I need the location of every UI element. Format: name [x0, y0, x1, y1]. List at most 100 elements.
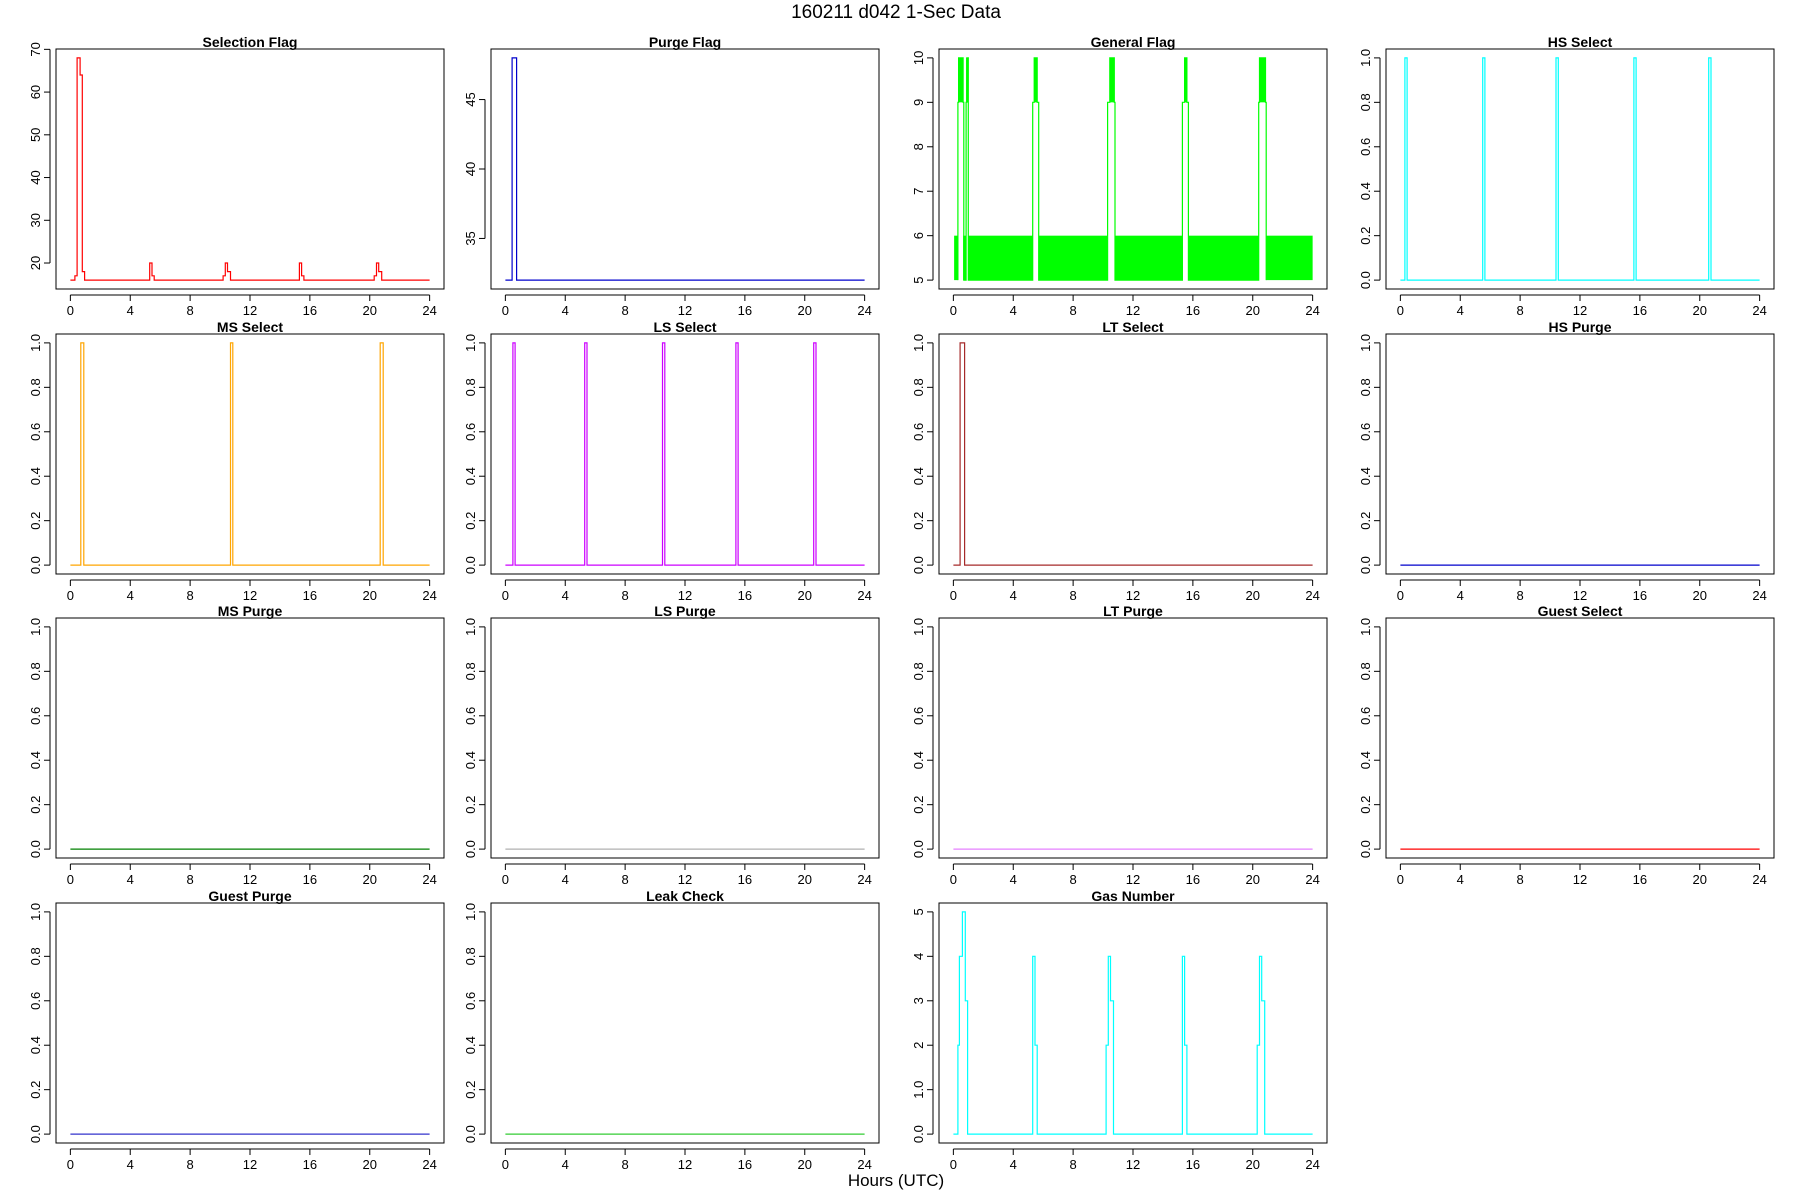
plot-frame: [1385, 48, 1775, 290]
x-tick-label: 12: [1573, 872, 1587, 887]
x-tick-label: 12: [243, 303, 257, 318]
y-tick-label: 0.4: [28, 1036, 43, 1054]
y-tick-label: 1.0: [28, 334, 43, 352]
x-tick-label: 16: [1186, 588, 1200, 603]
y-tick-label: 0.0: [28, 840, 43, 858]
y-tick-label: 0.6: [911, 707, 926, 725]
figure-x-axis-label: Hours (UTC): [848, 1171, 944, 1190]
y-tick-label: 0.4: [1358, 467, 1373, 485]
series-line: [70, 342, 430, 566]
x-tick-label: 0: [950, 588, 957, 603]
plot-frame: [55, 617, 445, 859]
plot-frame: [938, 333, 1328, 575]
x-tick-label: 8: [622, 872, 629, 887]
panel-hs-select: HS Select 0 4 8 12 16 20 24 0.0 0.2 0.4 0.6 0.8 1.0: [1358, 34, 1775, 318]
panel-title: MS Purge: [218, 603, 283, 619]
x-tick-label: 8: [187, 303, 194, 318]
x-tick-label: 4: [127, 1157, 134, 1172]
panel-title: MS Select: [217, 319, 283, 335]
data-band: [1034, 57, 1038, 103]
panel-guest-purge: Guest Purge 0 4 8 12 16 20 24 0.0 0.2 0.4 0.6 0.8 1.0: [28, 888, 445, 1172]
x-tick-label: 4: [1010, 1157, 1017, 1172]
y-tick-label: 1.0: [911, 1081, 926, 1099]
y-tick-label: 2: [911, 1042, 926, 1049]
x-tick-label: 12: [678, 588, 692, 603]
x-tick-label: 0: [67, 588, 74, 603]
series-line: [953, 342, 1313, 566]
y-tick-label: 0.6: [28, 707, 43, 725]
x-tick-label: 8: [1517, 588, 1524, 603]
x-tick-label: 16: [1186, 872, 1200, 887]
y-tick-label: 45: [463, 92, 478, 106]
panel-title: HS Select: [1548, 34, 1613, 50]
x-tick-label: 8: [187, 588, 194, 603]
x-tick-label: 4: [1010, 588, 1017, 603]
plot-frame: [490, 617, 880, 859]
panel-title: Leak Check: [646, 888, 724, 904]
x-tick-label: 24: [422, 872, 436, 887]
y-tick-label: 0.0: [28, 1125, 43, 1143]
panel-ls-select: LS Select 0 4 8 12 16 20 24 0.0 0.2 0.4 0.6 0.8 1.0: [463, 319, 880, 603]
plot-frame: [938, 902, 1328, 1144]
panel-title: HS Purge: [1548, 319, 1611, 335]
x-tick-label: 12: [1573, 588, 1587, 603]
x-tick-label: 16: [303, 1157, 317, 1172]
x-tick-label: 4: [1457, 872, 1464, 887]
x-tick-label: 20: [1246, 303, 1260, 318]
x-tick-label: 4: [562, 872, 569, 887]
y-tick-label: 0.4: [28, 751, 43, 769]
x-tick-label: 8: [622, 303, 629, 318]
x-tick-label: 8: [1517, 303, 1524, 318]
y-tick-label: 1.0: [1358, 49, 1373, 67]
panel-leak-check: Leak Check 0 4 8 12 16 20 24 0.0 0.2 0.4 0.6 0.8 1.0: [463, 888, 880, 1172]
x-tick-label: 20: [363, 588, 377, 603]
x-tick-label: 20: [363, 303, 377, 318]
y-tick-label: 40: [463, 162, 478, 176]
y-tick-label: 0.6: [463, 707, 478, 725]
x-tick-label: 24: [1305, 588, 1319, 603]
y-tick-label: 8: [911, 143, 926, 150]
y-tick-label: 0.0: [911, 840, 926, 858]
panel-title: LT Purge: [1103, 603, 1163, 619]
y-tick-label: 0.4: [463, 1036, 478, 1054]
y-tick-label: 70: [28, 42, 43, 56]
panel-title: LT Select: [1102, 319, 1164, 335]
data-band: [954, 235, 958, 281]
panel-title: Selection Flag: [203, 34, 298, 50]
x-tick-label: 0: [1397, 588, 1404, 603]
x-tick-label: 12: [678, 303, 692, 318]
x-tick-label: 0: [502, 872, 509, 887]
x-tick-label: 20: [798, 1157, 812, 1172]
y-tick-label: 0.2: [28, 512, 43, 530]
y-tick-label: 0.0: [463, 840, 478, 858]
y-tick-label: 5: [911, 276, 926, 283]
x-tick-label: 12: [1126, 588, 1140, 603]
x-tick-label: 8: [1070, 303, 1077, 318]
y-tick-label: 4: [911, 953, 926, 960]
data-band: [1115, 235, 1183, 281]
x-tick-label: 16: [1186, 303, 1200, 318]
x-tick-label: 0: [950, 1157, 957, 1172]
x-tick-label: 20: [1693, 588, 1707, 603]
plot-frame: [490, 333, 880, 575]
y-tick-label: 0.8: [463, 947, 478, 965]
series-line: [1400, 57, 1760, 281]
x-tick-label: 8: [622, 588, 629, 603]
plot-frame: [55, 333, 445, 575]
y-tick-label: 0.2: [1358, 227, 1373, 245]
panel-lt-select: LT Select 0 4 8 12 16 20 24 0.0 0.2 0.4 0.6 0.8 1.0: [911, 319, 1328, 603]
y-tick-label: 0.8: [463, 378, 478, 396]
x-tick-label: 8: [1070, 872, 1077, 887]
y-tick-label: 0.8: [911, 662, 926, 680]
y-tick-label: 1.0: [911, 618, 926, 636]
y-tick-label: 1.0: [911, 334, 926, 352]
panel-selection-flag: Selection Flag 0 4 8 12 16 20 24 20 30 40 50 60 70: [28, 34, 445, 318]
panel-title: General Flag: [1091, 34, 1176, 50]
data-band: [1184, 57, 1187, 103]
panel-guest-select: Guest Select 0 4 8 12 16 20 24 0.0 0.2 0.4 0.6 0.8 1.…: [1358, 603, 1775, 887]
x-tick-label: 24: [857, 588, 871, 603]
x-tick-label: 4: [1010, 872, 1017, 887]
x-tick-label: 12: [1126, 303, 1140, 318]
panel-purge-flag: Purge Flag 0 4 8 12 16 20 24 35 40 45: [463, 34, 880, 318]
panel-ms-select: MS Select 0 4 8 12 16 20 24 0.0 0.2 0.4 0.6 0.8 1.0: [28, 319, 445, 603]
